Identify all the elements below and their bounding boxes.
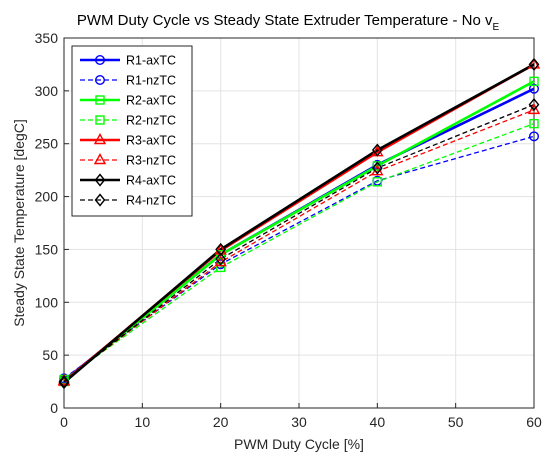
legend-label-r4-nztc: R4-nzTC [126,194,176,208]
legend: R1-axTC R1-nzTC R2-axTC R2-nzTC R3-axTC R3-nz… [71,45,193,217]
legend-label-r4-axtc: R4-axTC [126,174,176,188]
series-line-r2-axtc [63,80,535,383]
legend-marker-r2-axtc [95,95,105,105]
data-point-r1-axtc [529,83,540,94]
y-axis: 0 50 100 150 200 250 300 350 [35,30,69,416]
legend-label-r3-nztc: R3-nzTC [126,154,176,168]
chart-title: PWM Duty Cycle vs Steady State Extruder … [77,12,500,33]
y-axis-label: Steady State Temperature [degC] [11,119,27,327]
x-tick-label: 60 [526,414,542,430]
data-point-r3-nztc [527,102,541,115]
legend-marker-r1-nztc [94,74,105,85]
legend-marker-r4-axtc [94,173,106,187]
data-point-r2-axtc [529,76,539,87]
legend-label-r1-axtc: R1-axTC [126,54,176,68]
y-tick-label: 100 [35,294,59,310]
legend-label-r3-axtc: R3-axTC [126,134,176,148]
legend-label-r2-axtc: R2-axTC [126,94,176,108]
series-line-r3-nztc [63,109,535,382]
legend-label-r1-nztc: R1-nzTC [126,74,176,88]
data-point-r4-axtc [215,242,227,257]
y-tick-label: 150 [35,241,59,257]
x-tick-label: 40 [370,414,386,430]
legend-marker-r1-axtc [94,55,105,66]
legend-marker-r3-axtc [93,133,107,145]
x-tick-label: 30 [291,414,307,430]
data-point-r2-nztc [529,118,539,129]
series-lines [63,63,535,384]
data-point-r3-axtc [527,57,541,69]
series-markers [57,57,541,390]
data-point-r4-axtc [528,57,540,72]
data-point-r4-nztc [58,374,70,389]
legend-box [71,45,193,217]
series-line-r4-nztc [63,103,535,383]
y-tick-label: 350 [35,30,59,46]
chart-title-subscript: E [493,22,500,33]
legend-marker-r2-nztc [95,115,105,125]
y-tick-label: 200 [35,189,59,205]
data-point-r4-nztc [371,161,383,175]
x-axis: 0 10 20 30 40 50 60 [60,403,542,430]
series-line-r4-axtc [63,63,535,384]
legend-marker-r3-nztc [93,153,107,165]
y-tick-label: 50 [42,347,58,363]
x-tick-label: 50 [448,414,464,430]
data-point-r4-nztc [215,252,227,266]
y-tick-label: 0 [50,400,58,416]
x-tick-label: 0 [60,414,68,430]
data-point-r1-nztc [529,131,540,142]
data-point-r2-nztc [372,177,383,187]
data-point-r4-axtc [371,143,383,157]
y-tick-label: 300 [35,83,59,99]
x-tick-label: 10 [135,414,151,430]
data-point-r2-axtc [215,250,226,260]
x-tick-label: 20 [213,414,229,430]
legend-label-r2-nztc: R2-nzTC [126,114,176,128]
x-axis-label: PWM Duty Cycle [%] [234,436,364,452]
y-tick-label: 250 [35,136,59,152]
series-line-r2-nztc [63,123,535,380]
chart-title-main: PWM Duty Cycle vs Steady State Extruder … [77,12,493,29]
data-point-r4-nztc [528,97,540,112]
legend-marker-r4-nztc [94,193,106,207]
